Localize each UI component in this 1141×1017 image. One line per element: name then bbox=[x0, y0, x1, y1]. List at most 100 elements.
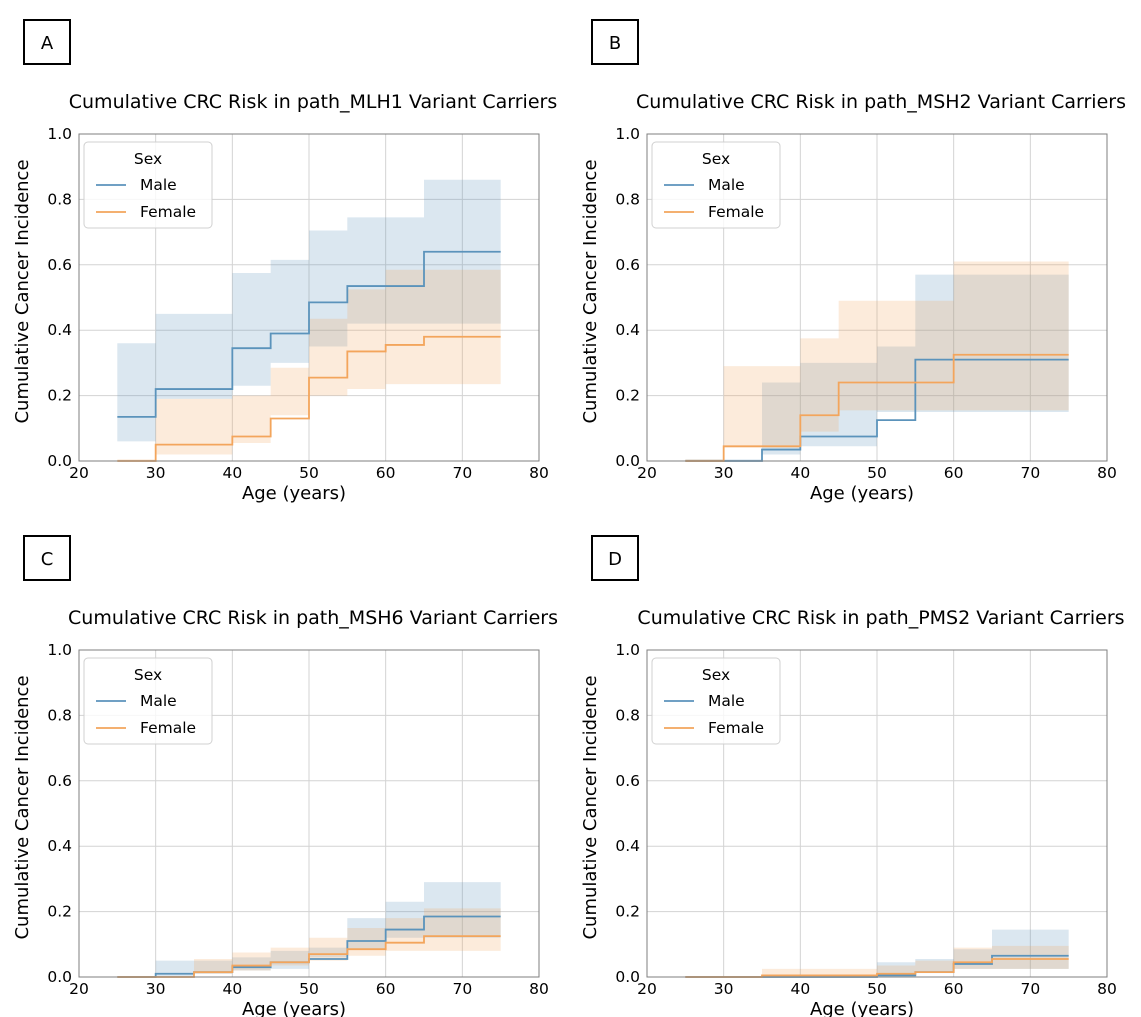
plot-frame bbox=[78, 133, 540, 462]
x-tick-label: 20 bbox=[637, 464, 657, 482]
x-tick-label: 50 bbox=[299, 980, 319, 998]
ci-band-male bbox=[685, 274, 1069, 461]
chart-title: Cumulative CRC Risk in path_MLH1 Variant… bbox=[69, 91, 558, 113]
y-tick-label: 0.8 bbox=[615, 706, 640, 724]
chart-panel-d: D Cumulative CRC Risk in path_PMS2 Varian… bbox=[580, 535, 1125, 1017]
legend-label-female: Female bbox=[708, 203, 764, 221]
y-tick-label: 0.6 bbox=[47, 256, 72, 274]
panel-letter: D bbox=[608, 549, 622, 570]
panel-letter-box bbox=[591, 535, 639, 581]
y-tick-label: 1.0 bbox=[615, 641, 640, 659]
x-tick-label: 20 bbox=[69, 464, 89, 482]
panel-letter-box bbox=[23, 19, 71, 65]
ci-band-female bbox=[117, 269, 501, 461]
x-axis-label: Age (years) bbox=[810, 999, 914, 1017]
x-tick-label: 20 bbox=[637, 980, 657, 998]
y-tick-label: 0.0 bbox=[615, 452, 640, 470]
x-tick-label: 60 bbox=[944, 980, 964, 998]
chart-title: Cumulative CRC Risk in path_MSH6 Variant… bbox=[68, 607, 558, 629]
plot-frame bbox=[646, 133, 1108, 462]
x-tick-label: 70 bbox=[1020, 980, 1040, 998]
y-tick-label: 0.0 bbox=[47, 452, 72, 470]
legend-title: Sex bbox=[702, 150, 730, 168]
chart-title: Cumulative CRC Risk in path_PMS2 Variant… bbox=[637, 607, 1124, 629]
x-tick-label: 20 bbox=[69, 980, 89, 998]
chart-panel-c: C Cumulative CRC Risk in path_MSH6 Varian… bbox=[12, 535, 558, 1017]
plot-frame bbox=[78, 649, 540, 978]
legend-title: Sex bbox=[134, 150, 162, 168]
ci-band-male bbox=[117, 882, 501, 977]
y-tick-label: 0.6 bbox=[615, 256, 640, 274]
y-tick-label: 0.4 bbox=[47, 837, 72, 855]
y-axis-label: Cumulative Cancer Incidence bbox=[580, 675, 601, 939]
series-line-female bbox=[685, 353, 1069, 462]
x-tick-label: 40 bbox=[222, 464, 242, 482]
legend-box bbox=[83, 141, 213, 229]
y-tick-label: 0.4 bbox=[615, 837, 640, 855]
x-tick-label: 60 bbox=[944, 464, 964, 482]
y-tick-label: 0.8 bbox=[47, 190, 72, 208]
y-tick-label: 0.6 bbox=[47, 772, 72, 790]
legend-title: Sex bbox=[702, 666, 730, 684]
x-tick-label: 30 bbox=[714, 980, 734, 998]
legend-title: Sex bbox=[134, 666, 162, 684]
y-tick-label: 0.2 bbox=[615, 387, 640, 405]
x-axis-label: Age (years) bbox=[242, 999, 346, 1017]
x-tick-label: 30 bbox=[146, 464, 166, 482]
legend-label-male: Male bbox=[708, 176, 745, 194]
panel-letter: C bbox=[41, 549, 54, 570]
legend-label-female: Female bbox=[140, 719, 196, 737]
y-tick-label: 0.2 bbox=[47, 387, 72, 405]
y-tick-label: 0.6 bbox=[615, 772, 640, 790]
y-tick-label: 0.4 bbox=[47, 321, 72, 339]
legend-box bbox=[651, 141, 781, 229]
series-line-male bbox=[117, 250, 501, 418]
legend: Sex Male Female bbox=[651, 141, 781, 229]
x-tick-label: 80 bbox=[1097, 464, 1117, 482]
x-tick-label: 60 bbox=[376, 464, 396, 482]
ci-band-male bbox=[685, 929, 1069, 977]
y-tick-label: 0.0 bbox=[615, 968, 640, 986]
legend-label-female: Female bbox=[140, 203, 196, 221]
y-axis-label: Cumulative Cancer Incidence bbox=[12, 159, 33, 423]
x-tick-label: 40 bbox=[790, 464, 810, 482]
legend: Sex Male Female bbox=[83, 141, 213, 229]
x-tick-label: 70 bbox=[452, 980, 472, 998]
legend-label-male: Male bbox=[140, 176, 177, 194]
legend-label-male: Male bbox=[708, 692, 745, 710]
x-axis-label: Age (years) bbox=[242, 483, 346, 504]
x-tick-label: 40 bbox=[790, 980, 810, 998]
chart-panel-b: B Cumulative CRC Risk in path_MSH2 Varian… bbox=[580, 19, 1126, 504]
series-line-female bbox=[117, 935, 501, 978]
y-tick-label: 1.0 bbox=[47, 641, 72, 659]
ci-band-female bbox=[685, 945, 1069, 977]
x-tick-label: 50 bbox=[299, 464, 319, 482]
y-axis-label: Cumulative Cancer Incidence bbox=[580, 159, 601, 423]
x-tick-label: 80 bbox=[529, 464, 549, 482]
legend-label-female: Female bbox=[708, 719, 764, 737]
panel-letter-box bbox=[23, 535, 71, 581]
y-tick-label: 0.8 bbox=[47, 706, 72, 724]
ci-band-female bbox=[685, 261, 1069, 461]
y-tick-label: 0.2 bbox=[615, 903, 640, 921]
y-tick-label: 0.8 bbox=[615, 190, 640, 208]
y-tick-label: 1.0 bbox=[615, 125, 640, 143]
x-tick-label: 80 bbox=[1097, 980, 1117, 998]
y-tick-label: 1.0 bbox=[47, 125, 72, 143]
legend-box bbox=[651, 657, 781, 745]
series-line-female bbox=[117, 335, 501, 462]
panel-letter: B bbox=[609, 33, 621, 54]
x-tick-label: 30 bbox=[146, 980, 166, 998]
ci-band-female bbox=[117, 908, 501, 977]
x-axis-label: Age (years) bbox=[810, 483, 914, 504]
chart-panel-a: A Cumulative CRC Risk in path_MLH1 Varian… bbox=[12, 19, 558, 504]
panel-letter: A bbox=[41, 33, 54, 54]
y-axis-label: Cumulative Cancer Incidence bbox=[12, 675, 33, 939]
legend-box bbox=[83, 657, 213, 745]
x-tick-label: 80 bbox=[529, 980, 549, 998]
series-line-female bbox=[685, 958, 1069, 978]
panel-letter-box bbox=[591, 19, 639, 65]
x-tick-label: 50 bbox=[867, 464, 887, 482]
y-tick-label: 0.4 bbox=[615, 321, 640, 339]
y-tick-label: 0.0 bbox=[47, 968, 72, 986]
